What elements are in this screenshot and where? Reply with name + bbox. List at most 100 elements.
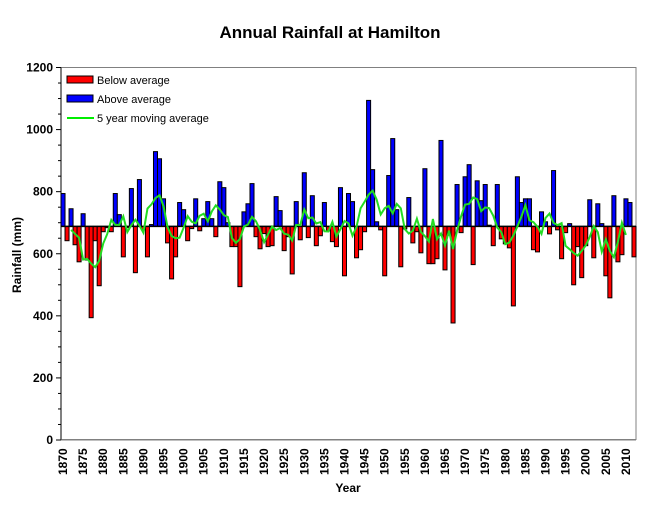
bar-1971 [466,164,472,227]
bar-2012 [631,225,637,258]
x-tick-label: 1935 [317,448,331,475]
legend-swatch-below [66,75,94,84]
bar-1915 [241,211,247,227]
x-tick-label: 1985 [518,448,532,475]
bar-1940 [341,225,347,277]
bar-1958 [414,225,420,233]
x-tick-label: 1975 [478,448,492,475]
bar-1899 [177,202,183,227]
x-tick-label: 1960 [418,448,432,475]
bar-1893 [152,151,158,227]
x-tick-label: 2000 [579,448,593,475]
bar-1887 [128,188,134,227]
x-tick-label: 1915 [237,448,251,475]
bar-1983 [514,176,520,227]
bar-1908 [213,225,219,238]
y-axis-label: Rainfall (mm) [10,217,24,293]
y-tick-label: 0 [46,433,53,447]
legend-label-moving-average: 5 year moving average [97,113,209,125]
bar-1998 [575,225,581,248]
bar-1928 [293,201,299,227]
bar-2001 [587,199,593,227]
bar-2003 [595,203,601,227]
x-tick-label: 1980 [498,448,512,475]
bar-1877 [88,225,94,319]
bar-1987 [530,225,536,251]
bar-2005 [603,225,609,277]
x-ticks: 1870 1875 1880 1885 1890 1895 1900 1905 1910 1915… [56,448,633,475]
bar-1909 [217,181,223,227]
x-tick-label: 1890 [136,448,150,475]
bar-1995 [563,225,569,234]
bar-2006 [607,225,613,299]
bar-1883 [112,193,118,227]
bar-1997 [571,225,577,286]
x-tick-label: 2010 [619,448,633,475]
bar-1946 [366,99,372,227]
bar-1935 [321,202,327,227]
y-tick-label: 1200 [26,61,53,75]
bar-1934 [317,225,323,237]
bar-1947 [370,169,376,227]
bar-1924 [277,210,283,227]
bar-1951 [386,175,392,227]
moving-average-line [70,188,627,269]
legend-label-below: Below average [97,75,170,87]
bar-1907 [209,218,215,227]
x-tick-label: 2005 [599,448,613,475]
bar-1891 [144,225,150,258]
bar-1977 [490,225,496,247]
x-tick-label: 1955 [398,448,412,475]
legend-label-above: Above average [97,94,171,106]
bar-1939 [337,187,343,227]
bar-1954 [398,225,404,268]
bar-1901 [185,225,191,242]
bar-1932 [309,195,315,227]
x-tick-label: 1870 [56,448,70,475]
y-tick-label: 400 [33,309,53,323]
bar-1970 [462,176,468,227]
x-tick-label: 1905 [197,448,211,475]
x-tick-label: 1885 [116,448,130,475]
bar-1968 [454,184,460,227]
bar-1889 [136,179,142,227]
bar-1960 [422,168,428,227]
x-tick-label: 1925 [277,448,291,475]
bar-1910 [221,187,227,227]
x-tick-label: 1895 [157,448,171,475]
bar-1944 [358,225,364,251]
bar-1872 [68,208,74,227]
bar-1875 [80,213,86,227]
bar-1964 [438,139,444,227]
bar-1953 [394,209,400,227]
bar-1978 [494,184,500,227]
x-tick-label: 1900 [177,448,191,475]
bar-1918 [253,225,259,238]
x-axis-label: Year [335,481,361,495]
bar-1876 [84,225,90,261]
x-tick-label: 1880 [96,448,110,475]
bar-1894 [157,158,163,227]
bar-1871 [64,225,70,242]
bar-1950 [382,225,388,277]
bar-1972 [470,225,476,266]
bar-2010 [623,198,629,227]
x-tick-label: 1945 [358,448,372,475]
y-ticks: 0 200 400 600 800 1000 1200 [26,61,61,447]
bar-1898 [173,225,179,258]
bar-1905 [201,218,207,227]
chart-title: Annual Rainfall at Hamilton [219,23,440,42]
bar-1920 [261,225,267,235]
bar-2011 [627,202,633,227]
legend-swatch-above [66,94,94,103]
y-tick-label: 1000 [26,123,53,137]
bar-1945 [362,225,368,233]
bar-2007 [611,195,617,227]
bar-1878 [92,225,98,242]
x-tick-label: 1920 [257,448,271,475]
x-tick-label: 1875 [76,448,90,475]
x-tick-label: 1940 [338,448,352,475]
bar-1885 [120,225,126,258]
x-tick-label: 1990 [539,448,553,475]
bar-1981 [506,225,512,249]
